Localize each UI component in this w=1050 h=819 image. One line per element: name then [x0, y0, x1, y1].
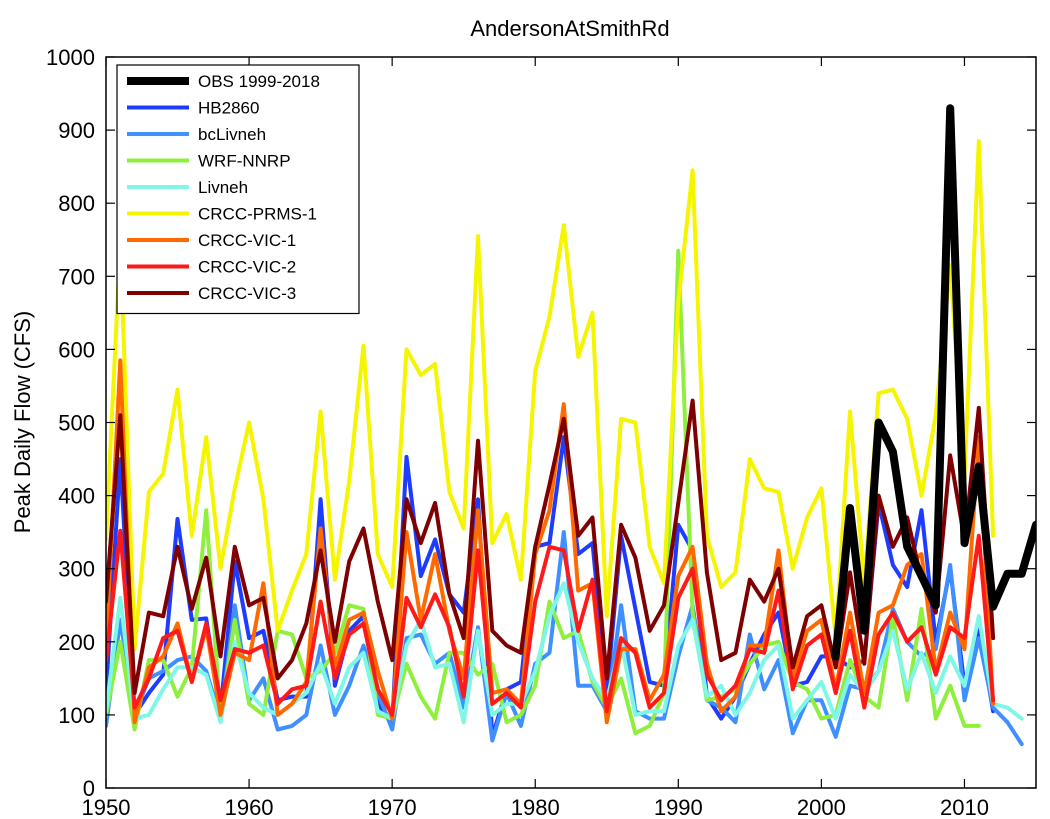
series-line-crcc-vic-2 [106, 528, 996, 717]
x-tick-label: 1950 [82, 795, 131, 819]
y-tick-label: 0 [83, 776, 95, 801]
y-tick-label: 200 [58, 630, 95, 655]
y-tick-label: 500 [58, 411, 95, 436]
legend: OBS 1999-2018 HB2860 bcLivneh WRF-NNRP Livne… [116, 64, 360, 315]
legend-label: OBS 1999-2018 [198, 72, 320, 91]
legend-label: Livneh [198, 178, 248, 197]
legend-label: bcLivneh [198, 125, 266, 144]
legend-label: CRCC-VIC-1 [198, 231, 296, 250]
x-tick-label: 1980 [511, 795, 560, 819]
x-tick-label: 1960 [225, 795, 274, 819]
y-axis-label: Peak Daily Flow (CFS) [10, 311, 35, 533]
x-tick-label: 2010 [940, 795, 989, 819]
y-tick-label: 700 [58, 264, 95, 289]
y-tick-label: 300 [58, 557, 95, 582]
legend-label: CRCC-VIC-2 [198, 258, 296, 277]
x-tick-label: 1990 [654, 795, 703, 819]
series-layer [106, 104, 1036, 747]
chart-title: AndersonAtSmithRd [470, 16, 669, 41]
legend-label: CRCC-PRMS-1 [198, 205, 317, 224]
series-line-crcc-vic-3 [106, 398, 996, 695]
y-tick-label: 800 [58, 191, 95, 216]
y-tick-label: 900 [58, 118, 95, 143]
y-tick-label: 600 [58, 337, 95, 362]
series-line-obs-1999-2018 [831, 104, 1036, 661]
legend-label: CRCC-VIC-3 [198, 284, 296, 303]
y-tick-label: 100 [58, 703, 95, 728]
x-tick-label: 1970 [368, 795, 417, 819]
y-tick-label: 1000 [46, 45, 95, 70]
axes-layer: 1950 1960 1970 1980 1990 2000 2010 0 100 200 300 40… [46, 45, 1037, 819]
y-tick-label: 400 [58, 484, 95, 509]
series-line-crcc-prms-1 [106, 139, 996, 652]
legend-label: WRF-NNRP [198, 152, 291, 171]
series-line-crcc-vic-1 [106, 358, 996, 725]
x-tick-label: 2000 [797, 795, 846, 819]
legend-label: HB2860 [198, 99, 259, 118]
